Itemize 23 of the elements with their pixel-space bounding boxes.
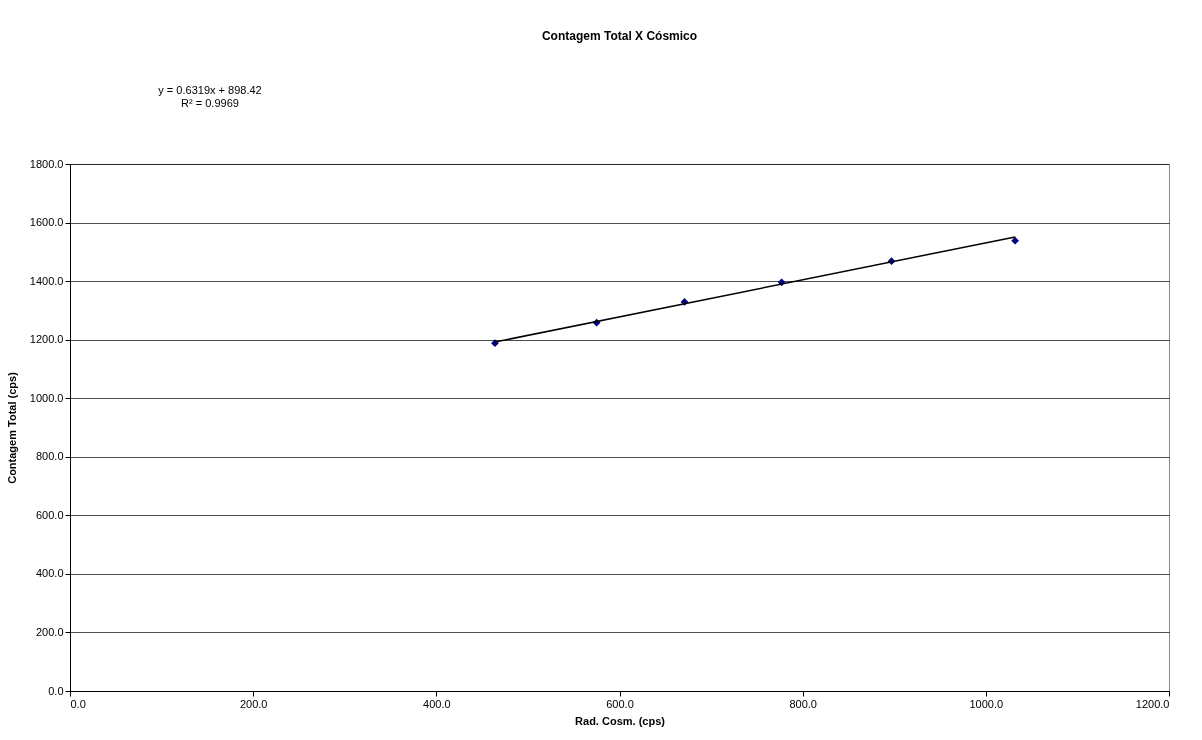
y-tick-label: 0.0 bbox=[48, 684, 64, 697]
point bbox=[1011, 236, 1020, 245]
x-tick-label: 0.0 bbox=[70, 697, 86, 710]
x-tick-label: 800.0 bbox=[789, 697, 817, 710]
text: y = 0.6319x + 898.42 bbox=[158, 84, 262, 96]
x-axis-title: Rad. Cosm. (cps) bbox=[575, 714, 666, 727]
y-tick-label: 600.0 bbox=[35, 508, 64, 521]
y-tick-label: 800.0 bbox=[35, 450, 64, 463]
y-tick-label: 400.0 bbox=[35, 567, 64, 580]
y-axis-title: Contagem Total (cps) bbox=[5, 371, 18, 484]
x-tick-label: 1200.0 bbox=[1135, 697, 1170, 710]
x-tick-label: 600.0 bbox=[606, 697, 634, 710]
y-tick-label: 1800.0 bbox=[29, 157, 64, 170]
chart-title: Contagem Total X Cósmico bbox=[541, 29, 698, 43]
text: R² = 0.9969 bbox=[181, 97, 239, 109]
y-tick-label: 1000.0 bbox=[29, 391, 64, 404]
y-tick-label: 1400.0 bbox=[29, 274, 64, 287]
x-tick-label: 1000.0 bbox=[969, 697, 1004, 710]
x-tick-label: 400.0 bbox=[423, 697, 451, 710]
x-tick-label: 200.0 bbox=[239, 697, 268, 710]
y-tick-label: 200.0 bbox=[35, 625, 64, 638]
y-tick-label: 1200.0 bbox=[29, 333, 64, 346]
y-tick-label: 1600.0 bbox=[29, 216, 64, 229]
